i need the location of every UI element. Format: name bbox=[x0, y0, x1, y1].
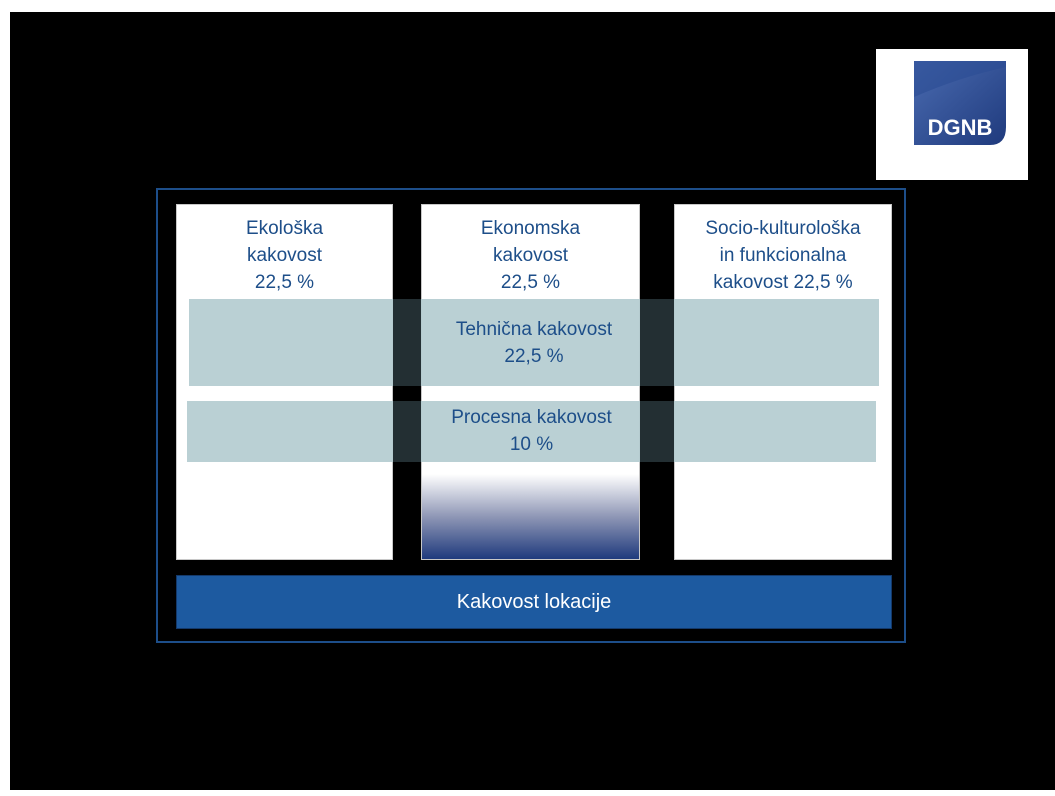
pillar-label-economic: Ekonomska kakovost 22,5 % bbox=[480, 218, 581, 293]
model-frame bbox=[156, 188, 906, 643]
band-gap bbox=[640, 299, 674, 386]
band-label-process: Procesna kakovost 10 % bbox=[451, 407, 612, 455]
band-technical: Tehnična kakovost 22,5 % bbox=[189, 299, 879, 386]
base-label: Kakovost lokacije bbox=[456, 590, 612, 613]
slide-background: DGNB Ekološka kakovost 22,5 % Ekonomska … bbox=[10, 12, 1055, 790]
dgnb-logo: DGNB bbox=[876, 49, 1028, 180]
pillar-label-ecological: Ekološka kakovost 22,5 % bbox=[245, 218, 324, 293]
pillar-label-sociocultural: Socio-kulturološka in funkcionalna kakov… bbox=[705, 218, 861, 293]
base-location-quality: Kakovost lokacije bbox=[176, 575, 892, 629]
band-gap bbox=[393, 299, 421, 386]
band-process: Procesna kakovost 10 % bbox=[187, 401, 876, 462]
band-gap bbox=[640, 401, 674, 462]
band-label-technical: Tehnična kakovost 22,5 % bbox=[455, 319, 613, 367]
band-gap bbox=[393, 401, 421, 462]
logo-text: DGNB bbox=[928, 115, 993, 140]
dgnb-logo-graphic: DGNB bbox=[914, 61, 1006, 145]
